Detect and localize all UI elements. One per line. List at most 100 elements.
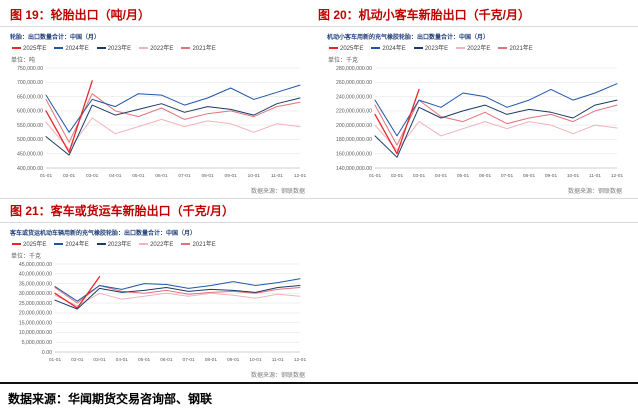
- chart21-subtitle: 客车或货运机动车辆用新的充气橡胶轮胎：出口数量合计：中国（月）: [10, 231, 197, 237]
- series-line-2023: [45, 97, 301, 156]
- chart19-plot-area: 400,000.00 450,000.00 500,000.00 550,000.00…: [8, 64, 311, 185]
- y-tick-label: 400,000.00: [17, 166, 43, 172]
- y-tick-label: 700,000.00: [17, 80, 43, 86]
- data-source-footer: 数据来源：华闻期货交易咨询部、钢联: [8, 392, 213, 406]
- x-tick-label: 07-01: [178, 173, 191, 179]
- y-tick-label: 260,000,000.00: [336, 80, 372, 86]
- legend-swatch: [12, 46, 21, 49]
- x-tick-label: 10-01: [249, 357, 262, 363]
- legend-label: 2021年E: [509, 46, 533, 52]
- chart20-subtitle: 机动小客车用新的充气橡胶轮胎：出口数量合计：中国（月）: [327, 35, 490, 41]
- y-tick-label: 280,000,000.00: [336, 66, 372, 72]
- x-tick-label: 10-01: [248, 173, 261, 179]
- x-tick-label: 10-01: [567, 173, 580, 179]
- x-tick-label: 12-01: [611, 173, 623, 179]
- legend-label: 2023年E: [107, 242, 132, 248]
- series-line-2024: [45, 84, 301, 133]
- legend-item-1: 2024年E: [54, 239, 89, 248]
- legend-swatch: [139, 46, 149, 49]
- y-tick-label: 450,000.00: [17, 152, 43, 158]
- legend-label: 2023年E: [107, 46, 132, 52]
- chart20-plot-area: 140,000,000.00 160,000,000.00 180,000,000.…: [325, 64, 628, 185]
- legend-swatch: [456, 46, 466, 49]
- y-tick-label: 220,000,000.00: [336, 109, 372, 115]
- y-tick-label: 180,000,000.00: [336, 137, 372, 143]
- x-tick-label: 08-01: [205, 357, 218, 363]
- chart21-unit-label: 单位：千克: [11, 254, 42, 260]
- legend-item-4: 2021年E: [181, 239, 216, 248]
- legend-item-1: 2024年E: [54, 43, 89, 52]
- legend-item-4: 2021年E: [181, 43, 216, 52]
- bottom-chart-row: 客车或货运机动车辆用新的充气橡胶轮胎：出口数量合计：中国（月） 2025年E 20…: [0, 223, 638, 379]
- x-tick-label: 01-01: [369, 173, 382, 179]
- legend-swatch: [96, 46, 106, 49]
- y-tick-label: 550,000.00: [17, 123, 43, 129]
- y-tick-label: 750,000.00: [17, 66, 43, 72]
- y-tick-label: 5,000,000.00: [22, 340, 52, 346]
- legend-swatch: [413, 46, 423, 49]
- legend-item-2: 2023年E: [96, 43, 132, 52]
- x-tick-label: 11-01: [589, 173, 601, 179]
- chart19-source-note: 数据来源：钢联数据: [250, 189, 305, 195]
- legend-item-2: 2023年E: [96, 239, 132, 248]
- legend-item-2: 2023年E: [413, 43, 449, 52]
- chart19-subtitle: 轮胎：出口数量合计：中国（月）: [10, 35, 101, 41]
- x-tick-label: 01-01: [40, 173, 53, 179]
- x-tick-label: 01-01: [49, 357, 62, 363]
- y-tick-label: 25,000,000.00: [19, 301, 52, 307]
- legend-label: 2024年E: [65, 46, 89, 52]
- chart19-unit-label: 单位：吨: [11, 58, 36, 64]
- x-tick-label: 05-01: [457, 173, 470, 179]
- legend-label: 2021年E: [192, 46, 216, 52]
- legend-swatch: [54, 46, 64, 49]
- legend-label: 2022年E: [150, 242, 174, 248]
- series-line-2025: [54, 276, 101, 309]
- y-tick-label: 240,000,000.00: [336, 94, 372, 100]
- series-line-2025: [45, 80, 93, 153]
- y-tick-label: 20,000,000.00: [19, 311, 52, 317]
- chart20-legend: 2025年E 2024年E 2023年E 2022年E 2021年E: [329, 43, 628, 52]
- x-tick-label: 12-01: [294, 173, 306, 179]
- chart-panel-bus-truck-tire-exports: 客车或货运机动车辆用新的充气橡胶轮胎：出口数量合计：中国（月） 2025年E 20…: [8, 228, 311, 379]
- series-line-2022: [45, 117, 301, 150]
- chart20-source-note: 数据来源：钢联数据: [567, 189, 622, 195]
- series-line-2021: [45, 93, 301, 143]
- x-tick-label: 08-01: [201, 173, 214, 179]
- legend-swatch: [96, 242, 106, 245]
- series-line-2024: [54, 278, 301, 302]
- series-line-2022: [54, 292, 301, 307]
- legend-swatch: [498, 46, 508, 49]
- y-tick-label: 40,000,000.00: [19, 272, 52, 278]
- x-tick-label: 04-01: [109, 173, 122, 179]
- legend-swatch: [371, 46, 381, 49]
- series-line-2022: [374, 121, 618, 151]
- figure-20-title: 图 20：机动小客车新胎出口（千克/月）: [318, 8, 531, 22]
- y-tick-label: 35,000,000.00: [19, 281, 52, 287]
- chart20-unit-label: 单位：千克: [328, 58, 359, 64]
- legend-label: 2021年E: [192, 242, 216, 248]
- series-line-2025: [374, 88, 420, 155]
- x-tick-label: 11-01: [271, 173, 283, 179]
- x-tick-label: 06-01: [160, 357, 173, 363]
- series-line-2023: [54, 285, 301, 310]
- x-tick-label: 11-01: [272, 357, 284, 363]
- x-tick-label: 06-01: [479, 173, 492, 179]
- legend-label: 2025年E: [23, 46, 47, 52]
- legend-swatch: [329, 46, 338, 49]
- legend-item-3: 2022年E: [139, 239, 173, 248]
- legend-label: 2022年E: [467, 46, 491, 52]
- x-tick-label: 09-01: [225, 173, 238, 179]
- y-tick-label: 30,000,000.00: [19, 291, 52, 297]
- legend-label: 2024年E: [65, 242, 89, 248]
- y-tick-label: 500,000.00: [17, 137, 43, 143]
- x-tick-label: 09-01: [545, 173, 558, 179]
- y-tick-label: 650,000.00: [17, 94, 43, 100]
- legend-swatch: [181, 46, 191, 49]
- x-tick-label: 09-01: [227, 357, 240, 363]
- legend-label: 2023年E: [424, 46, 449, 52]
- chart-panel-tire-exports: 轮胎：出口数量合计：中国（月） 2025年E 2024年E 2023年E 2022年E…: [8, 30, 311, 195]
- x-tick-label: 02-01: [63, 173, 76, 179]
- x-tick-label: 06-01: [155, 173, 168, 179]
- x-tick-label: 05-01: [132, 173, 145, 179]
